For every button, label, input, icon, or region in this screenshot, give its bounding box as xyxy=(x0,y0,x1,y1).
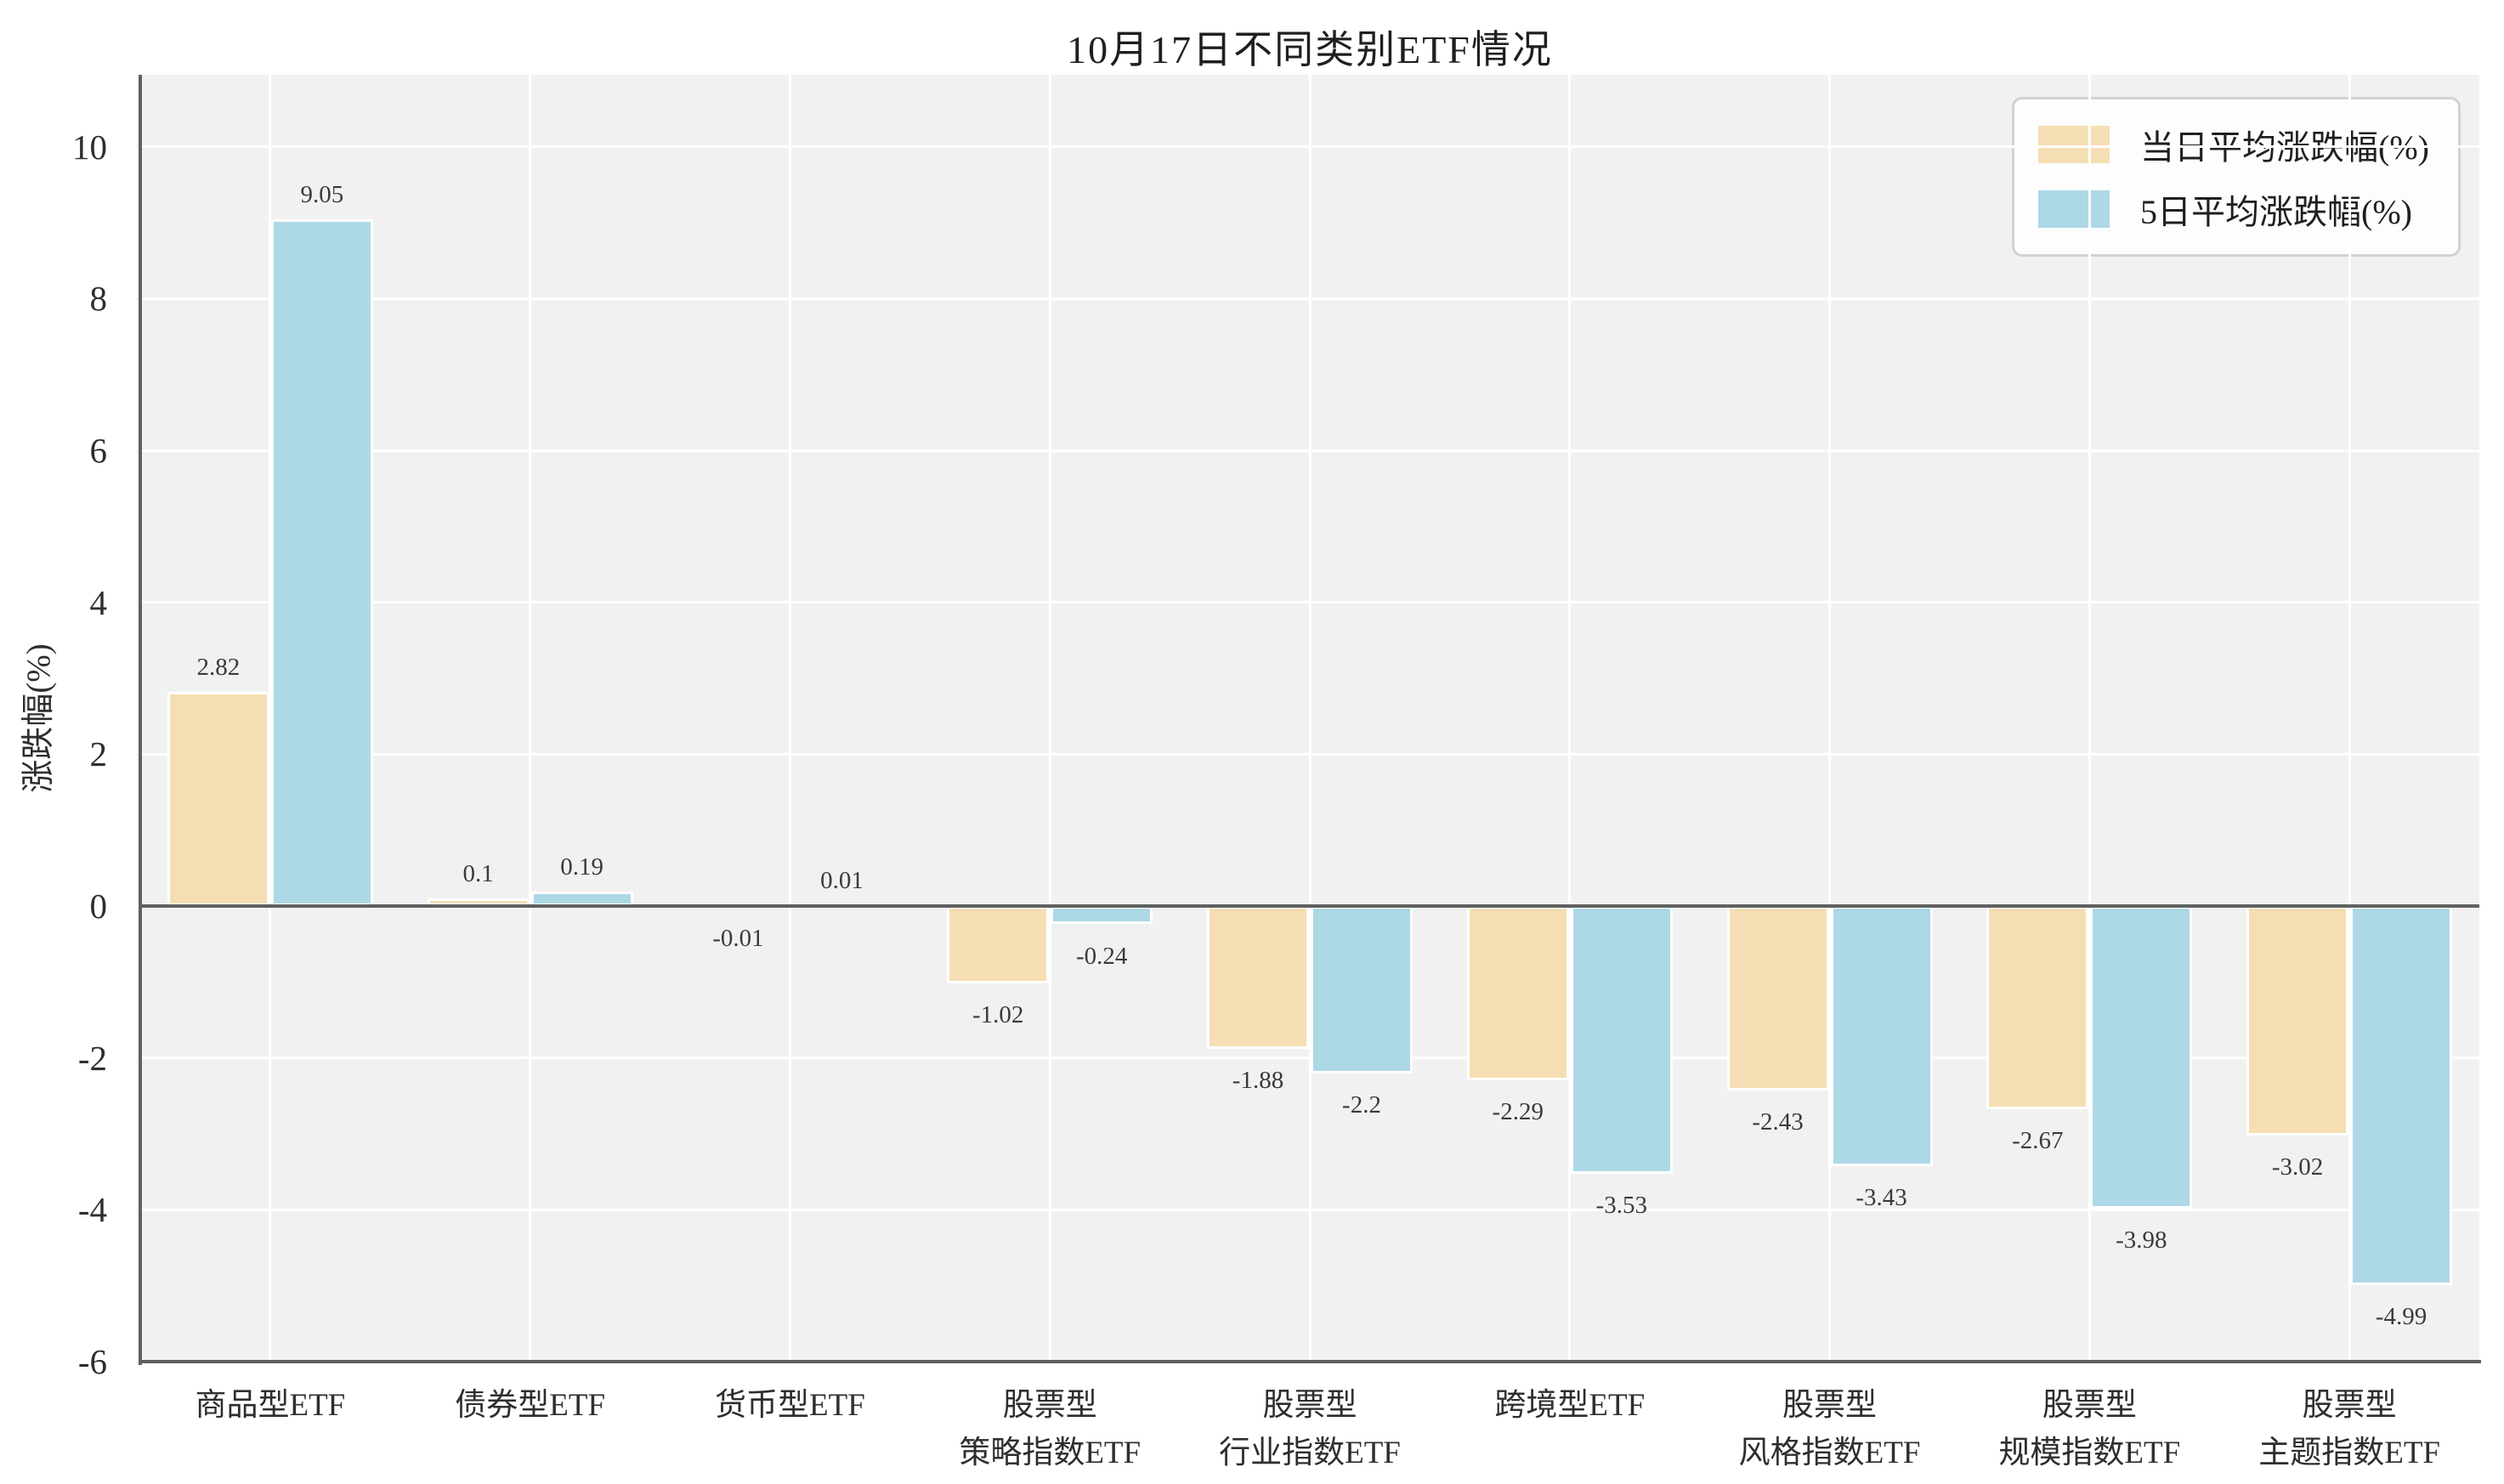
x-tick-label: 商品型ETF xyxy=(195,1388,346,1423)
bar-value-label: -3.53 xyxy=(1595,1192,1647,1220)
x-tick-label: 股票型 行业指数ETF xyxy=(1219,1388,1401,1470)
gridline-h xyxy=(140,1208,2479,1211)
bar-value-label: 0.01 xyxy=(820,867,864,895)
gridline-h xyxy=(140,752,2479,756)
bar xyxy=(1466,906,1569,1080)
gridline-h xyxy=(140,297,2479,300)
legend-swatch-daily xyxy=(2038,126,2110,163)
gridline-v xyxy=(269,75,272,1362)
bar xyxy=(2350,906,2453,1285)
x-tick-label: 股票型 规模指数ETF xyxy=(1998,1388,2181,1470)
legend-label-daily: 当日平均涨跌幅(%) xyxy=(2140,128,2429,167)
bar xyxy=(1830,906,1933,1167)
bar xyxy=(1570,906,1673,1175)
bar xyxy=(1726,906,1829,1091)
bar xyxy=(1207,906,1309,1049)
bar-value-label: -0.24 xyxy=(1076,942,1128,970)
bar-value-label: -3.02 xyxy=(2271,1153,2324,1181)
legend-label-5day: 5日平均涨跌幅(%) xyxy=(2140,193,2412,231)
x-tick-label: 股票型 风格指数ETF xyxy=(1738,1388,1921,1470)
bar-value-label: 0.19 xyxy=(560,853,604,881)
y-tick-label: -2 xyxy=(77,1038,107,1078)
legend-swatch-5day xyxy=(2038,190,2110,228)
bar-value-label: 9.05 xyxy=(300,180,344,208)
gridline-v xyxy=(2348,75,2351,1362)
y-tick-label: 6 xyxy=(89,431,108,471)
bar-value-label: 2.82 xyxy=(196,654,241,682)
gridline-v xyxy=(2088,75,2091,1362)
y-tick-label: 4 xyxy=(89,582,108,622)
x-tick-label: 债券型ETF xyxy=(455,1388,606,1423)
bar-value-label: -2.43 xyxy=(1752,1108,1804,1136)
y-tick-label: 2 xyxy=(89,734,108,774)
legend-item: 当日平均涨跌幅(%) xyxy=(2038,120,2429,169)
bar-value-label: 0.1 xyxy=(462,860,494,888)
y-tick-label: 0 xyxy=(89,886,108,926)
gridline-v xyxy=(1828,75,1832,1362)
bar xyxy=(1311,906,1413,1073)
y-tick-label: 10 xyxy=(72,127,107,167)
bar-value-label: -0.01 xyxy=(712,925,764,953)
gridline-v xyxy=(529,75,532,1362)
bar xyxy=(2090,906,2193,1209)
y-axis-spine xyxy=(139,75,142,1365)
x-tick-label: 跨境型ETF xyxy=(1494,1388,1646,1423)
gridline-h xyxy=(140,1056,2479,1060)
y-tick-label: -4 xyxy=(77,1190,107,1230)
x-tick-label: 货币型ETF xyxy=(715,1388,865,1423)
chart-title: 10月17日不同类别ETF情况 xyxy=(1067,28,1553,71)
legend: 当日平均涨跌幅(%) 5日平均涨跌幅(%) xyxy=(2012,97,2461,257)
gridline-v xyxy=(788,75,791,1362)
bar-value-label: -2.2 xyxy=(1342,1090,1381,1119)
y-tick-label: -6 xyxy=(77,1342,107,1381)
bar xyxy=(947,906,1050,984)
bar-value-label: -2.67 xyxy=(2012,1126,2064,1154)
bar-value-label: -1.02 xyxy=(972,1001,1024,1029)
bar xyxy=(270,218,373,907)
bar-value-label: -4.99 xyxy=(2375,1302,2428,1330)
gridline-h xyxy=(140,145,2479,149)
bar xyxy=(1051,906,1153,925)
bar-value-label: -2.29 xyxy=(1492,1097,1544,1125)
bar xyxy=(1986,906,2089,1109)
bar-value-label: -3.98 xyxy=(2116,1226,2167,1254)
zero-line xyxy=(140,904,2479,909)
x-axis-spine xyxy=(139,1360,2481,1363)
plot-area: 当日平均涨跌幅(%) 5日平均涨跌幅(%) 2.82 0.1 -0.01 -1.02 -… xyxy=(140,75,2479,1362)
bar xyxy=(167,692,269,907)
y-tick-label: 8 xyxy=(89,279,108,319)
gridline-v xyxy=(1568,75,1572,1362)
gridline-h xyxy=(140,449,2479,452)
gridline-v xyxy=(1308,75,1311,1362)
bar-value-label: -1.88 xyxy=(1232,1066,1284,1094)
x-tick-label: 股票型 主题指数ETF xyxy=(2258,1388,2440,1470)
bar-value-label: -3.43 xyxy=(1855,1184,1907,1212)
x-tick-label: 股票型 策略指数ETF xyxy=(959,1388,1142,1470)
bar xyxy=(2246,906,2349,1136)
gridline-v xyxy=(1048,75,1051,1362)
gridline-h xyxy=(140,601,2479,604)
legend-item: 5日平均涨跌幅(%) xyxy=(2038,184,2429,234)
